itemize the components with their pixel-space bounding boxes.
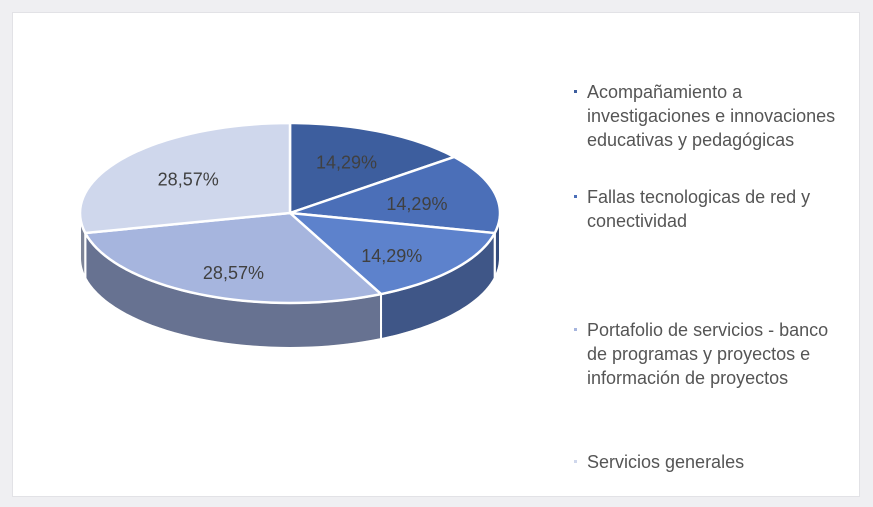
legend-swatch [574,90,577,93]
legend-swatch [574,195,577,198]
legend-swatch [574,328,577,331]
legend-item: Portafolio de servicios - banco de progr… [574,318,847,390]
legend-label: Portafolio de servicios - banco de progr… [587,320,829,388]
legend-item: Acompañamiento a investigaciones e innov… [574,80,847,152]
legend-label: Acompañamiento a investigaciones e innov… [587,82,836,150]
data-label: 14,29% [361,246,422,266]
slice [78,121,292,235]
legend-item: Fallas tecnologicas de red y conectivida… [574,185,847,233]
slice [288,211,496,296]
slice [288,121,456,215]
slice [288,155,502,235]
slice [84,211,383,305]
legend-swatch [574,460,577,463]
data-label: 28,57% [203,263,264,283]
data-label: 14,29% [316,153,377,173]
data-label: 28,57% [158,170,219,190]
legend-item: Servicios generales [574,450,847,474]
legend-label: Fallas tecnologicas de red y conectivida… [587,187,811,231]
legend-label: Servicios generales [587,452,745,472]
data-label: 14,29% [386,194,447,214]
